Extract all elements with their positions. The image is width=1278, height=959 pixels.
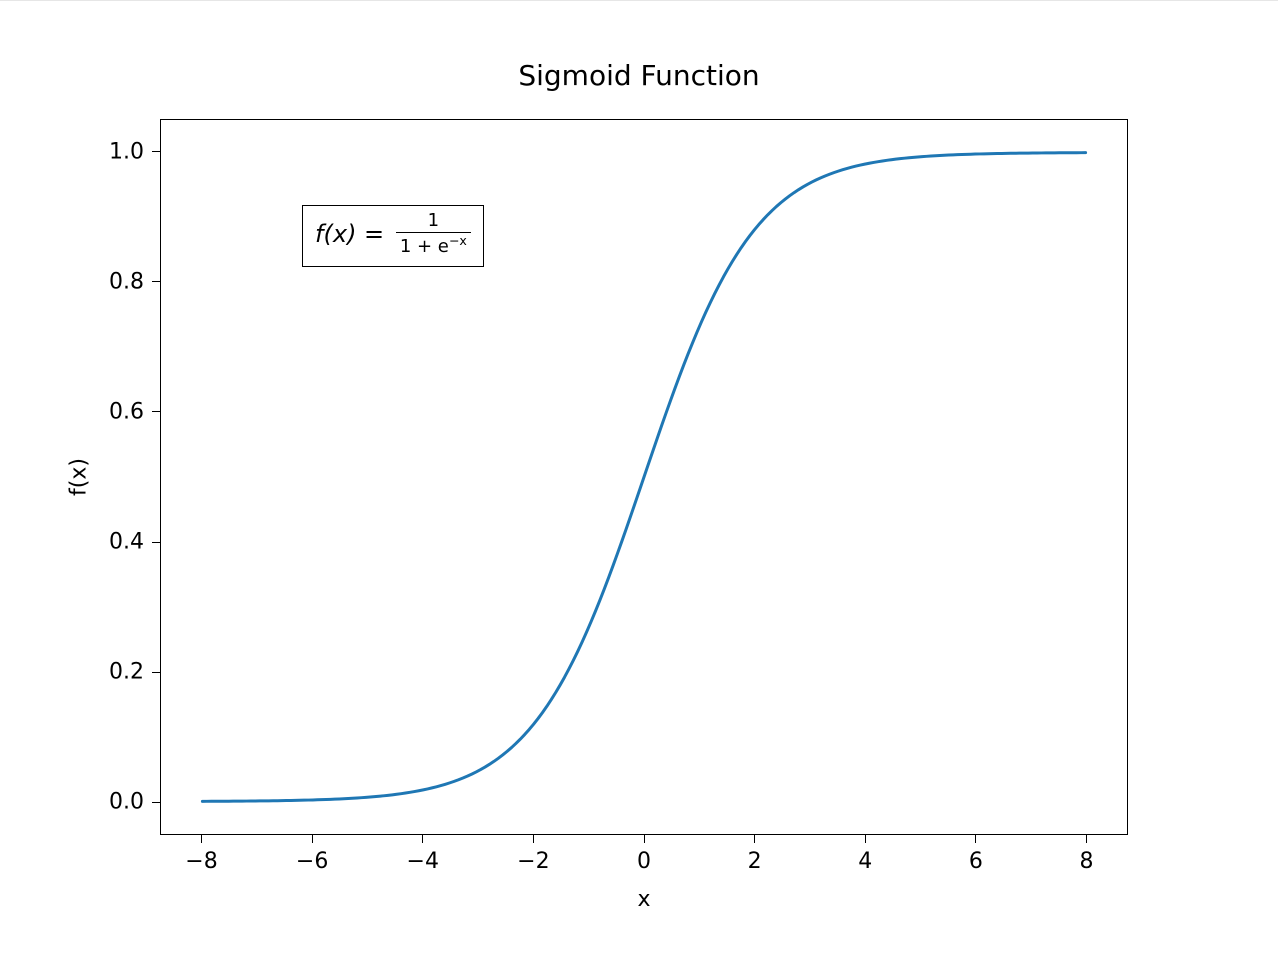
x-tick [533, 835, 534, 843]
y-tick-label: 0.2 [104, 660, 144, 685]
y-tick-label: 0.6 [104, 399, 144, 424]
x-tick [1086, 835, 1087, 843]
y-tick [152, 802, 160, 803]
plot-area: f(x) = 1 1 + e−x [160, 119, 1128, 835]
formula-denominator: 1 + e−x [396, 233, 471, 256]
y-axis-label: f(x) [66, 458, 91, 496]
y-tick [152, 281, 160, 282]
x-tick-label: −6 [296, 849, 328, 874]
formula-box: f(x) = 1 1 + e−x [302, 205, 484, 267]
x-tick [754, 835, 755, 843]
y-tick [152, 151, 160, 152]
x-tick [975, 835, 976, 843]
x-tick [312, 835, 313, 843]
x-tick-label: 4 [858, 849, 872, 874]
x-tick-label: 0 [637, 849, 651, 874]
chart-title: Sigmoid Function [0, 59, 1278, 92]
x-tick-label: −2 [517, 849, 549, 874]
x-tick [644, 835, 645, 843]
formula-lhs: f(x) = [315, 222, 384, 246]
x-axis-label: x [637, 887, 650, 912]
y-tick-label: 1.0 [104, 139, 144, 164]
x-tick-label: 2 [748, 849, 762, 874]
x-tick [865, 835, 866, 843]
formula-numerator: 1 [396, 212, 471, 233]
formula-fraction: 1 1 + e−x [396, 212, 471, 256]
x-tick-label: −4 [407, 849, 439, 874]
y-tick-label: 0.8 [104, 269, 144, 294]
y-tick-label: 0.0 [104, 790, 144, 815]
figure: Sigmoid Function f(x) = 1 1 + e−x −8 −6 −4… [0, 0, 1278, 959]
y-tick [152, 672, 160, 673]
y-tick-label: 0.4 [104, 530, 144, 555]
y-tick [152, 542, 160, 543]
x-tick-label: 8 [1080, 849, 1094, 874]
x-tick [422, 835, 423, 843]
x-tick-label: −8 [185, 849, 217, 874]
y-tick [152, 411, 160, 412]
x-tick [201, 835, 202, 843]
x-tick-label: 6 [969, 849, 983, 874]
